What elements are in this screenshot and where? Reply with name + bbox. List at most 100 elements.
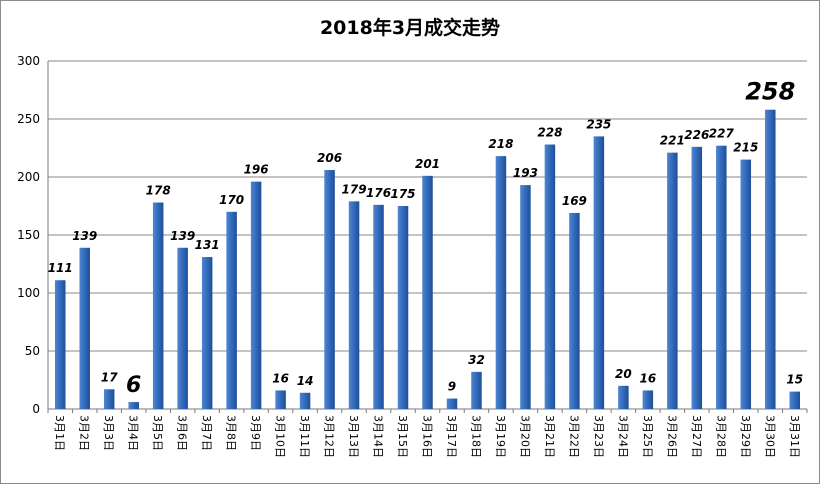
data-label: 16: [640, 371, 657, 385]
x-tick-label: 3月18日: [469, 415, 482, 458]
x-tick-label: 3月5日: [151, 415, 164, 451]
x-tick-label: 3月8日: [225, 415, 238, 451]
bar: [446, 398, 458, 409]
data-label: 20: [615, 367, 632, 381]
data-label: 258: [745, 78, 795, 106]
chart-title: 2018年3月成交走势: [319, 17, 501, 39]
bar: [569, 212, 580, 409]
data-label: 17: [101, 370, 118, 384]
bar: [152, 202, 164, 409]
x-tick-labels: 3月1日 3月2日 3月3日 3月4日 3月5日 3月6日 3月7日 3月8日 3月9日 3月10…: [53, 415, 801, 458]
y-tick-label: 300: [17, 54, 40, 68]
y-tick-label: 250: [17, 112, 40, 126]
x-tick-label: 3月24日: [616, 415, 629, 458]
bar: [667, 152, 678, 409]
x-tick-label: 3月3日: [102, 415, 115, 451]
x-tick-label: 3月17日: [445, 415, 458, 458]
data-label: 170: [219, 193, 244, 207]
x-tick-label: 3月10日: [274, 415, 287, 458]
data-label: 131: [195, 238, 220, 252]
data-label: 206: [317, 151, 342, 165]
x-tick-label: 3月19日: [494, 415, 507, 458]
y-tick-label: 50: [25, 344, 40, 358]
data-label: 226: [684, 128, 709, 142]
bar: [544, 144, 556, 409]
axes: 0 50 100 150 200 250 300: [17, 54, 808, 416]
x-tick-label: 3月6日: [176, 415, 189, 451]
bar: [520, 185, 531, 409]
bar: [691, 146, 703, 409]
bar: [495, 156, 507, 409]
data-label: 16: [272, 371, 289, 385]
x-tick-label: 3月14日: [372, 415, 385, 458]
x-tick-label: 3月7日: [200, 415, 213, 451]
data-label: 32: [468, 353, 485, 367]
y-tick-label: 100: [17, 286, 40, 300]
bar: [789, 391, 801, 409]
x-tick-label: 3月21日: [543, 415, 556, 458]
data-label: 227: [709, 127, 735, 141]
data-label: 218: [488, 137, 513, 151]
x-tick-label: 3月20日: [518, 415, 531, 458]
x-tick-label: 3月15日: [396, 415, 409, 458]
bar: [348, 201, 360, 409]
bar: [716, 145, 727, 409]
x-tick-label: 3月27日: [690, 415, 703, 458]
data-label: 15: [786, 373, 803, 387]
bar: [642, 390, 654, 409]
x-tick-label: 3月16日: [421, 415, 434, 458]
data-label: 221: [660, 134, 685, 148]
bar: [128, 402, 139, 409]
y-tick-label: 150: [17, 228, 40, 242]
bar: [397, 206, 409, 409]
bars: [54, 109, 801, 409]
bar: [201, 257, 213, 409]
bar: [275, 390, 286, 409]
bar: [422, 175, 433, 409]
bar: [593, 136, 605, 409]
data-label: 139: [72, 229, 97, 243]
x-tick-label: 3月22日: [567, 415, 580, 458]
data-label: 201: [415, 157, 440, 171]
data-label: 196: [244, 163, 269, 177]
data-label: 169: [562, 194, 587, 208]
bar: [54, 280, 66, 409]
data-label: 176: [366, 186, 391, 200]
bar: [324, 170, 335, 409]
data-label: 139: [170, 229, 195, 243]
bar: [79, 247, 90, 409]
data-label: 175: [390, 187, 415, 201]
bar: [373, 204, 384, 409]
x-tick-label: 3月31日: [788, 415, 801, 458]
bar: [177, 247, 188, 409]
x-tick-label: 3月4日: [127, 415, 140, 451]
bar: [765, 109, 776, 409]
x-tick-label: 3月26日: [665, 415, 678, 458]
data-label: 193: [513, 166, 538, 180]
x-tick-label: 3月1日: [53, 415, 66, 451]
bar: [471, 371, 482, 409]
data-label: 228: [537, 126, 562, 140]
bar: [740, 159, 752, 409]
bar: [103, 389, 115, 409]
x-tick-label: 3月13日: [347, 415, 360, 458]
bar: [299, 392, 311, 409]
data-label: 179: [342, 182, 367, 196]
bar: [618, 385, 629, 409]
x-tick-label: 3月2日: [78, 415, 91, 451]
y-tick-label: 200: [17, 170, 40, 184]
data-label: 111: [48, 261, 73, 275]
data-label: 14: [297, 374, 314, 388]
bar: [226, 211, 237, 409]
data-label: 6: [126, 373, 141, 398]
bar: [250, 181, 262, 409]
data-label: 178: [146, 184, 171, 198]
data-label: 9: [448, 380, 456, 394]
y-tick-label: 0: [32, 402, 40, 416]
x-tick-label: 3月25日: [641, 415, 654, 458]
x-tick-label: 3月12日: [323, 415, 336, 458]
x-tick-label: 3月30日: [763, 415, 776, 458]
